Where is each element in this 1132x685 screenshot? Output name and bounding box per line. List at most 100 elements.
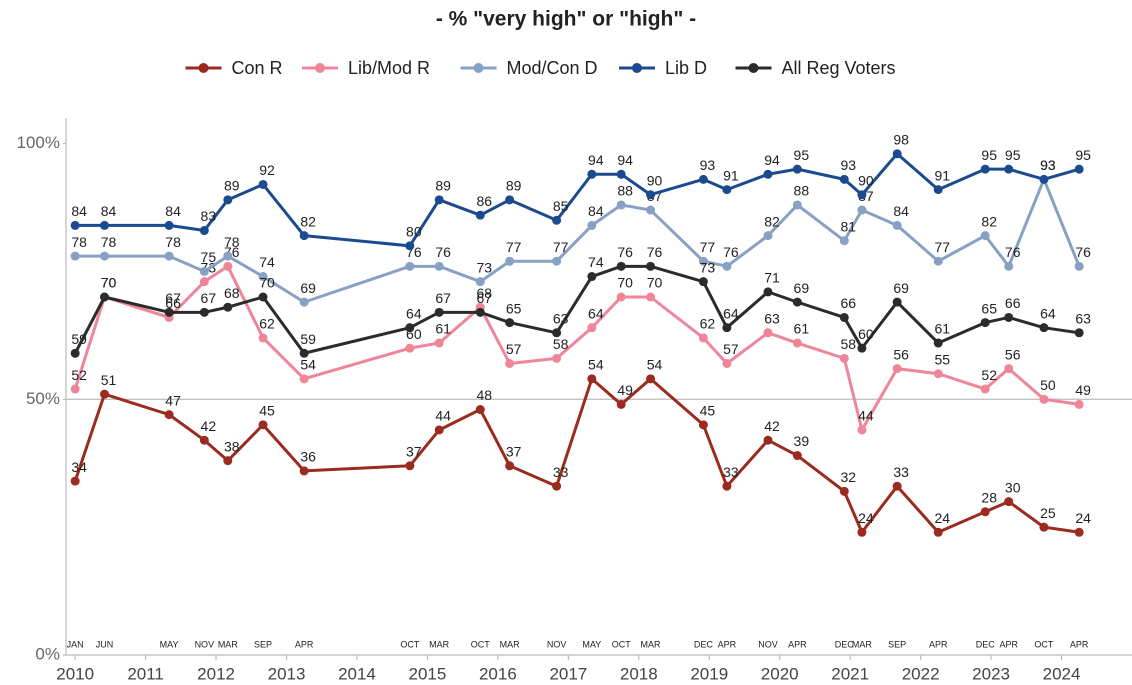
- month-label: APR: [1070, 639, 1089, 649]
- data-label: 33: [893, 464, 909, 480]
- point: [70, 251, 80, 261]
- point: [164, 251, 174, 261]
- data-label: 76: [1005, 244, 1021, 260]
- chart-subtitle: - % "very high" or "high" -: [436, 8, 696, 31]
- point: [792, 200, 802, 210]
- data-label: 76: [435, 244, 451, 260]
- point: [1074, 261, 1084, 271]
- point: [164, 220, 174, 230]
- legend-label: Mod/Con D: [507, 58, 598, 78]
- data-label: 64: [723, 305, 739, 321]
- point: [857, 343, 867, 353]
- point: [1039, 522, 1049, 532]
- data-label: 38: [224, 438, 240, 454]
- point: [199, 266, 209, 276]
- data-label: 49: [1075, 382, 1091, 398]
- x-tick-label: 2014: [338, 664, 376, 683]
- y-tick-label: 100%: [17, 133, 60, 152]
- data-label: 32: [841, 469, 857, 485]
- data-label: 63: [553, 311, 569, 327]
- data-label: 57: [723, 341, 739, 357]
- month-label: NOV: [547, 639, 567, 649]
- point: [1004, 164, 1014, 174]
- point: [763, 328, 773, 338]
- data-label: 95: [1075, 147, 1091, 163]
- data-label: 69: [794, 280, 810, 296]
- data-label: 75: [201, 249, 217, 265]
- x-tick-label: 2012: [197, 664, 235, 683]
- legend-marker: [632, 63, 642, 73]
- data-label: 70: [101, 275, 117, 291]
- point: [1004, 312, 1014, 322]
- x-tick-label: 2016: [479, 664, 517, 683]
- month-label: DEC: [976, 639, 996, 649]
- x-tick-label: 2020: [761, 664, 799, 683]
- point: [199, 307, 209, 317]
- data-label: 64: [406, 305, 422, 321]
- month-label: NOV: [195, 639, 215, 649]
- data-label: 91: [934, 167, 950, 183]
- data-label: 94: [617, 152, 633, 168]
- point: [792, 164, 802, 174]
- point: [223, 302, 233, 312]
- point: [434, 261, 444, 271]
- month-label: DEC: [835, 639, 855, 649]
- point: [164, 410, 174, 420]
- data-label: 24: [858, 510, 874, 526]
- data-label: 52: [981, 367, 997, 383]
- month-label: DEC: [694, 639, 714, 649]
- x-tick-label: 2015: [409, 664, 447, 683]
- point: [616, 292, 626, 302]
- data-label: 93: [1040, 157, 1056, 173]
- x-tick-label: 2017: [549, 664, 587, 683]
- data-label: 98: [893, 132, 909, 148]
- data-label: 94: [588, 152, 604, 168]
- point: [839, 174, 849, 184]
- data-label: 45: [259, 403, 275, 419]
- point: [505, 318, 515, 328]
- point: [70, 384, 80, 394]
- data-label: 84: [101, 203, 117, 219]
- data-label: 50: [1040, 377, 1056, 393]
- point: [100, 389, 110, 399]
- month-label: APR: [929, 639, 948, 649]
- point: [792, 451, 802, 461]
- month-label: MAY: [160, 639, 179, 649]
- data-label: 34: [71, 459, 87, 475]
- data-label: 54: [588, 357, 604, 373]
- data-label: 73: [700, 259, 716, 275]
- data-label: 67: [201, 290, 217, 306]
- data-label: 95: [981, 147, 997, 163]
- data-label: 59: [71, 331, 87, 347]
- point: [258, 292, 268, 302]
- point: [792, 297, 802, 307]
- legend: Con R Lib/Mod R Mod/Con D Lib D All Reg Vote…: [185, 58, 896, 78]
- x-tick-label: 2011: [127, 664, 164, 683]
- legend-marker: [198, 63, 209, 73]
- data-label: 88: [794, 183, 810, 199]
- data-label: 47: [165, 392, 181, 408]
- point: [475, 210, 485, 220]
- data-label: 77: [700, 239, 716, 255]
- point: [763, 287, 773, 297]
- data-label: 76: [723, 244, 739, 260]
- data-label: 70: [617, 275, 633, 291]
- data-label: 90: [858, 172, 874, 188]
- data-label: 89: [435, 178, 451, 194]
- data-label: 74: [588, 254, 604, 270]
- point: [698, 420, 708, 430]
- point: [722, 185, 732, 195]
- point: [505, 461, 515, 471]
- legend-label: Lib/Mod R: [348, 58, 430, 78]
- point: [1004, 261, 1014, 271]
- data-label: 93: [1040, 157, 1056, 173]
- data-label: 57: [506, 341, 522, 357]
- x-tick-label: 2023: [972, 664, 1010, 683]
- data-label: 89: [224, 178, 240, 194]
- data-label: 42: [764, 418, 780, 434]
- data-label: 82: [300, 213, 316, 229]
- point: [980, 318, 990, 328]
- data-label: 61: [934, 321, 950, 337]
- point: [698, 333, 708, 343]
- point: [299, 231, 309, 241]
